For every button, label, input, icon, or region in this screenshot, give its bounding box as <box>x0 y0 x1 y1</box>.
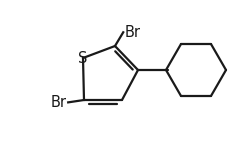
Text: S: S <box>78 51 88 65</box>
Text: Br: Br <box>124 25 140 40</box>
Text: Br: Br <box>50 95 66 110</box>
